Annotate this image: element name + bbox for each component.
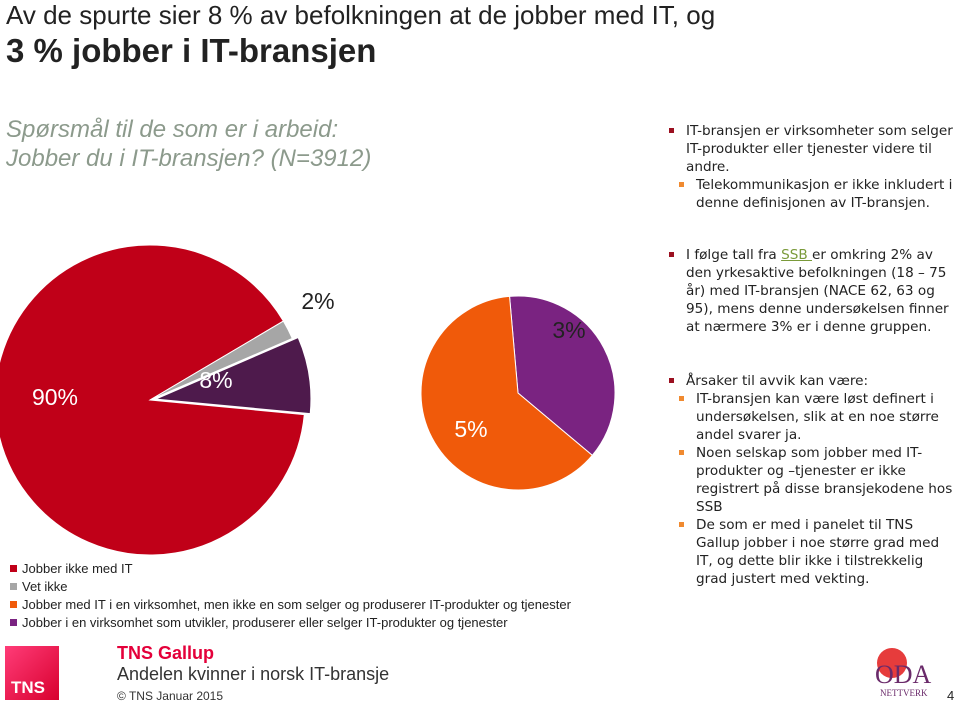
tns-logo: TNS: [5, 646, 59, 700]
brand: TNS Gallup: [117, 643, 215, 663]
data-label: 90%: [32, 384, 78, 410]
note: IT-bransjen er virksomheter som selger I…: [668, 122, 958, 212]
title: Av de spurte sier 8 % av befolkningen at…: [6, 0, 716, 30]
legend-entry: Jobber ikke med IT: [10, 561, 133, 576]
data-label: 2%: [301, 288, 334, 314]
note-sub: De som er med i panelet til TNS Gallup j…: [678, 516, 958, 588]
title: 3 % jobber i IT-bransjen: [6, 32, 377, 69]
pie-slice: [0, 244, 305, 556]
legend-swatch: [10, 619, 17, 626]
legend-entry: Vet ikke: [10, 579, 68, 594]
data-label: 8%: [199, 367, 232, 393]
pie-slice: [155, 336, 312, 415]
legend-swatch: [10, 583, 17, 590]
note-sub: IT-bransjen kan være løst definert i und…: [678, 390, 958, 444]
project: Andelen kvinner i norsk IT-bransje: [117, 664, 390, 684]
question: Spørsmål til de som er i arbeid:: [6, 116, 339, 143]
question: Jobber du i IT-bransjen? (N=3912): [6, 145, 372, 172]
data-label: 3%: [552, 317, 585, 343]
note: Årsaker til avvik kan være: IT-bransjen …: [668, 372, 958, 588]
note-sub: Noen selskap som jobber med IT-produkter…: [678, 444, 958, 516]
page-number: 4: [947, 688, 955, 703]
note: I følge tall fra SSB er omkring 2% av de…: [668, 246, 958, 336]
logo-text: TNS: [11, 678, 45, 697]
legend-swatch: [10, 601, 17, 608]
partner-logo: ODA: [875, 660, 932, 689]
partner-sub: NETTVERK: [880, 688, 928, 698]
pie-slice: [509, 295, 616, 457]
note-text: I følge tall fra: [686, 247, 782, 263]
legend-entry: Jobber i en virksomhet som utvikler, pro…: [10, 615, 508, 630]
legend-entry: Jobber med IT i en virksomhet, men ikke …: [10, 597, 571, 612]
note-text: er omkring 2% av den yrkesaktive befolkn…: [686, 247, 949, 335]
note-sub: Telekommunikasjon er ikke inkludert i de…: [678, 176, 958, 212]
link[interactable]: SSB: [781, 247, 812, 263]
note-text: Årsaker til avvik kan være:: [668, 372, 958, 390]
oda-icon: [877, 648, 907, 678]
data-label: 5%: [454, 416, 487, 442]
pie-slice: [420, 295, 594, 491]
copyright: © TNS Januar 2015: [117, 689, 224, 703]
note-text: IT-bransjen er virksomheter som selger I…: [668, 122, 958, 176]
pie-slice: [149, 320, 293, 401]
note-text: I følge tall fra SSB er omkring 2% av de…: [668, 246, 958, 336]
legend-swatch: [10, 565, 17, 572]
